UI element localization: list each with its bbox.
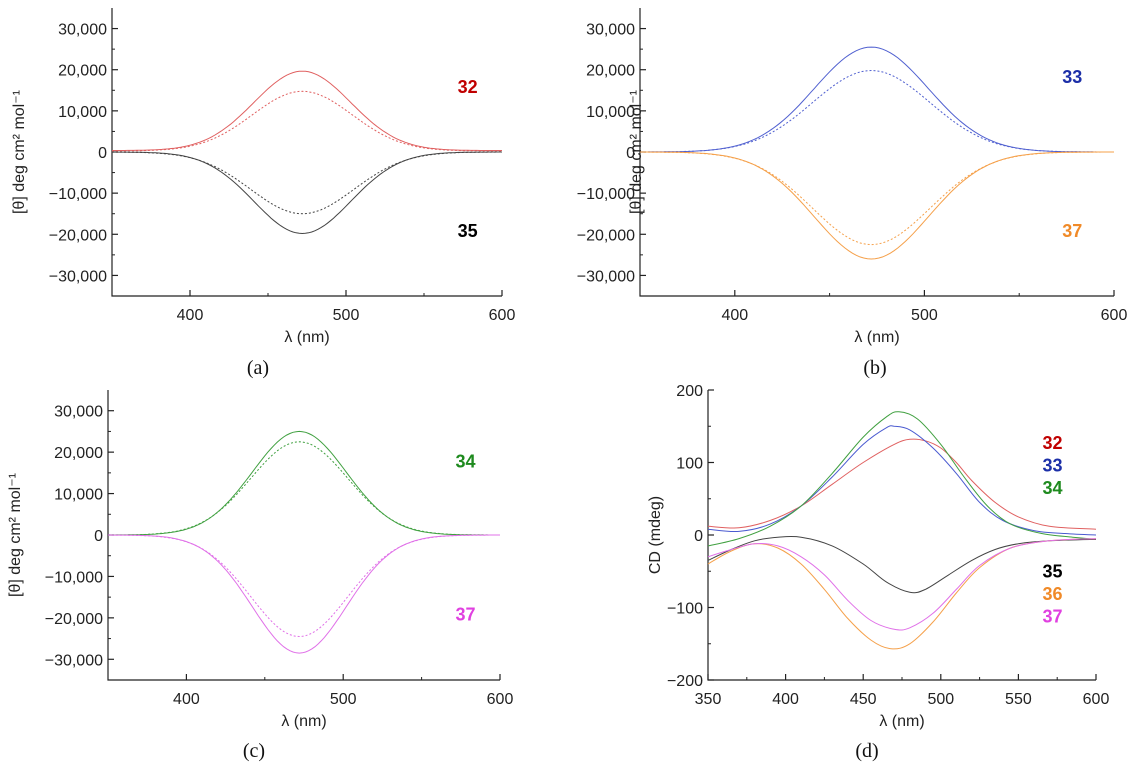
compound-label-35: 35 bbox=[458, 221, 478, 241]
compound-label-33: 33 bbox=[1043, 456, 1063, 476]
panel-a-caption: (a) bbox=[247, 357, 269, 379]
series-line-33-dashed bbox=[640, 69, 1114, 153]
panel-a-chart: 30,000 20,000 10,000 0 −10,000 −20,000 −30,000… bbox=[11, 8, 515, 346]
y-tick-label: 100 bbox=[676, 456, 703, 473]
x-axis-label: λ (nm) bbox=[879, 713, 924, 730]
series-line-37-solid bbox=[640, 151, 1114, 260]
y-tick-label: 0 bbox=[694, 528, 703, 545]
y-tick-label: 30,000 bbox=[58, 22, 107, 39]
panel-b-caption: (b) bbox=[863, 357, 886, 379]
compound-label-32: 32 bbox=[458, 77, 478, 97]
compound-label-37: 37 bbox=[455, 605, 475, 625]
x-tick-label: 400 bbox=[772, 691, 799, 708]
y-tick-label: 20,000 bbox=[58, 63, 107, 80]
y-tick-label: 0 bbox=[626, 145, 635, 162]
axis-lines bbox=[707, 390, 1096, 681]
series-line-37-solid bbox=[108, 534, 500, 654]
x-axis-label: λ (nm) bbox=[284, 329, 329, 346]
x-tick-label: 500 bbox=[333, 307, 360, 324]
compound-label-35: 35 bbox=[1043, 562, 1063, 582]
axis-lines bbox=[111, 8, 502, 297]
y-tick-label: 10,000 bbox=[586, 104, 635, 121]
x-tick-label: 450 bbox=[850, 691, 877, 708]
series-line-32-dashed bbox=[112, 90, 503, 152]
y-tick-label: −10,000 bbox=[45, 569, 103, 586]
series-line-33 bbox=[707, 425, 1097, 536]
y-tick-label: 20,000 bbox=[54, 445, 103, 462]
series-line-35 bbox=[707, 535, 1097, 594]
series-line-34-solid bbox=[108, 430, 500, 536]
x-tick-label: 600 bbox=[489, 307, 516, 324]
compound-label-37: 37 bbox=[1062, 221, 1082, 241]
x-tick-label: 500 bbox=[927, 691, 954, 708]
y-tick-label: −10,000 bbox=[49, 186, 107, 203]
y-tick-label: −20,000 bbox=[49, 227, 107, 244]
panel-c-chart: 30,000 20,000 10,000 0 −10,000 −20,000 −30,000… bbox=[7, 390, 513, 730]
y-tick-label: −30,000 bbox=[577, 268, 635, 285]
x-tick-label: 550 bbox=[1005, 691, 1032, 708]
compound-label-32: 32 bbox=[1043, 433, 1063, 453]
x-axis-label: λ (nm) bbox=[281, 713, 326, 730]
series-line-32-solid bbox=[112, 70, 502, 151]
y-axis-label: [θ] deg cm² mol⁻¹ bbox=[7, 473, 24, 597]
compound-label-33: 33 bbox=[1062, 67, 1082, 87]
x-tick-label: 600 bbox=[1101, 307, 1128, 324]
series-line-37-dashed bbox=[639, 151, 1114, 246]
y-tick-label: −200 bbox=[667, 673, 703, 690]
x-tick-label: 350 bbox=[695, 691, 722, 708]
y-tick-label: 30,000 bbox=[586, 22, 635, 39]
series-line-37-dashed bbox=[107, 534, 500, 638]
x-tick-label: 600 bbox=[1083, 691, 1110, 708]
series-line-34-dashed bbox=[107, 441, 500, 536]
series-line-33-solid bbox=[640, 46, 1114, 153]
x-tick-label: 400 bbox=[173, 691, 200, 708]
axis-lines bbox=[107, 390, 500, 681]
series-line-37 bbox=[707, 538, 1097, 631]
x-tick-label: 500 bbox=[330, 691, 357, 708]
y-axis-label: [θ] deg cm² mol⁻¹ bbox=[628, 90, 645, 214]
y-tick-label: 20,000 bbox=[586, 63, 635, 80]
y-tick-label: 30,000 bbox=[54, 404, 103, 421]
y-tick-label: 200 bbox=[676, 383, 703, 400]
y-axis-label: [θ] deg cm² mol⁻¹ bbox=[11, 90, 28, 214]
panel-d-caption: (d) bbox=[855, 740, 878, 762]
series-line-34 bbox=[707, 411, 1097, 547]
compound-label-37: 37 bbox=[1043, 606, 1063, 626]
y-tick-label: −30,000 bbox=[49, 268, 107, 285]
series-line-36 bbox=[707, 538, 1097, 650]
compound-label-36: 36 bbox=[1043, 584, 1063, 604]
y-tick-label: −20,000 bbox=[577, 227, 635, 244]
series-line-35-dashed bbox=[112, 151, 502, 215]
y-tick-label: 0 bbox=[98, 145, 107, 162]
series-line-35-solid bbox=[112, 151, 502, 235]
y-tick-label: 10,000 bbox=[54, 487, 103, 504]
y-tick-label: 10,000 bbox=[58, 104, 107, 121]
x-tick-label: 600 bbox=[487, 691, 514, 708]
y-tick-label: −10,000 bbox=[577, 186, 635, 203]
y-tick-label: 0 bbox=[94, 528, 103, 545]
compound-label-34: 34 bbox=[1043, 478, 1063, 498]
y-tick-label: −30,000 bbox=[45, 652, 103, 669]
x-tick-label: 500 bbox=[911, 307, 938, 324]
compound-label-34: 34 bbox=[455, 451, 475, 471]
y-tick-label: −20,000 bbox=[45, 611, 103, 628]
series-line-32 bbox=[707, 438, 1097, 530]
x-axis-label: λ (nm) bbox=[854, 329, 899, 346]
panel-c-caption: (c) bbox=[243, 740, 265, 762]
axis-lines bbox=[639, 8, 1114, 297]
y-axis-label: CD (mdeg) bbox=[647, 496, 664, 574]
x-tick-label: 400 bbox=[721, 307, 748, 324]
x-tick-label: 400 bbox=[177, 307, 204, 324]
panel-b-chart: 30,000 20,000 10,000 0 −10,000 −20,000 −30,000… bbox=[577, 8, 1128, 346]
y-tick-label: −100 bbox=[667, 601, 703, 618]
